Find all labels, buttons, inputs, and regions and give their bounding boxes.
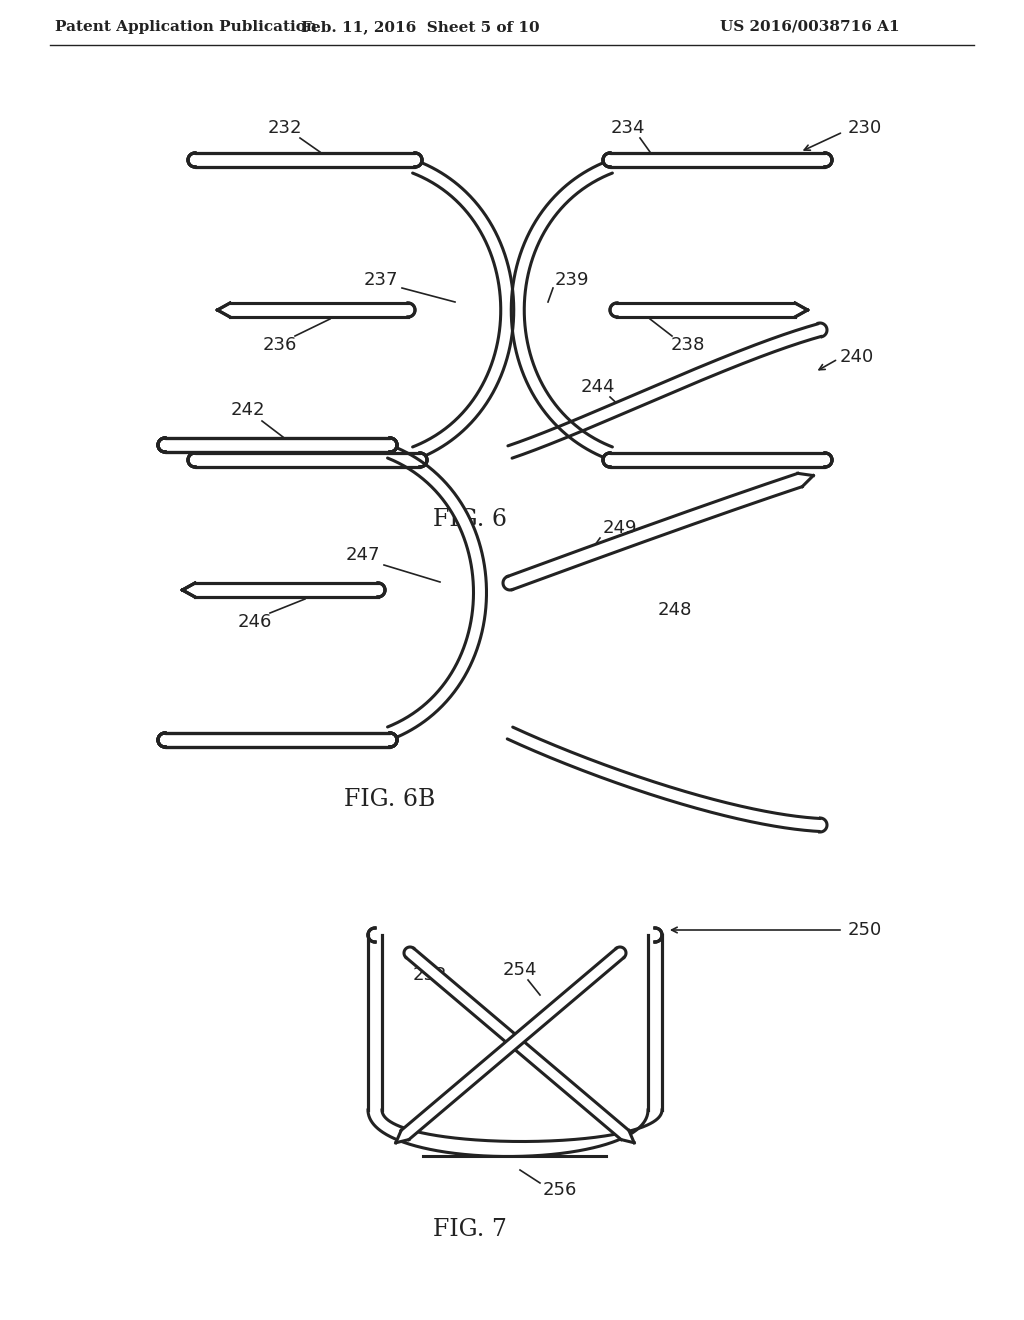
Polygon shape [508, 474, 802, 590]
Polygon shape [387, 446, 486, 739]
Polygon shape [603, 153, 831, 168]
Text: 237: 237 [364, 271, 398, 289]
Polygon shape [413, 161, 514, 459]
Polygon shape [182, 583, 378, 597]
Polygon shape [603, 453, 831, 467]
Polygon shape [368, 935, 382, 1110]
Polygon shape [158, 733, 397, 747]
Polygon shape [158, 733, 397, 747]
Text: 250: 250 [848, 921, 883, 939]
Text: Patent Application Publication: Patent Application Publication [55, 20, 317, 34]
Text: Feb. 11, 2016  Sheet 5 of 10: Feb. 11, 2016 Sheet 5 of 10 [301, 20, 540, 34]
Polygon shape [188, 453, 427, 467]
Text: 240: 240 [840, 348, 874, 366]
Text: 236: 236 [263, 337, 297, 354]
Polygon shape [188, 153, 422, 168]
Text: FIG. 7: FIG. 7 [433, 1218, 507, 1242]
Polygon shape [158, 438, 397, 451]
Polygon shape [158, 438, 397, 451]
Polygon shape [217, 304, 408, 317]
Polygon shape [648, 935, 662, 1110]
Polygon shape [617, 304, 808, 317]
Text: 244: 244 [581, 378, 615, 396]
Text: FIG. 6: FIG. 6 [433, 508, 507, 532]
Polygon shape [617, 304, 808, 317]
Polygon shape [182, 583, 378, 597]
Polygon shape [407, 949, 634, 1143]
Text: 232: 232 [267, 119, 302, 137]
Polygon shape [507, 727, 820, 832]
Text: 254: 254 [503, 961, 538, 979]
Polygon shape [603, 453, 831, 467]
Polygon shape [158, 438, 397, 451]
Polygon shape [511, 161, 612, 459]
Polygon shape [508, 323, 821, 458]
Text: 247: 247 [345, 546, 380, 564]
Text: 238: 238 [671, 337, 706, 354]
Text: 234: 234 [610, 119, 645, 137]
Polygon shape [396, 949, 624, 1143]
Polygon shape [158, 733, 397, 747]
Text: 242: 242 [230, 401, 265, 418]
Text: FIG. 6B: FIG. 6B [344, 788, 435, 812]
Text: 249: 249 [603, 519, 638, 537]
Polygon shape [368, 1110, 662, 1156]
Polygon shape [655, 928, 662, 942]
Text: 230: 230 [848, 119, 883, 137]
Polygon shape [603, 153, 831, 168]
Text: 239: 239 [555, 271, 590, 289]
Polygon shape [217, 304, 408, 317]
Polygon shape [188, 453, 427, 467]
Polygon shape [188, 153, 422, 168]
Polygon shape [368, 928, 375, 942]
Text: 252: 252 [413, 966, 447, 983]
Polygon shape [182, 583, 378, 597]
Text: 246: 246 [238, 612, 272, 631]
Text: 248: 248 [658, 601, 692, 619]
Text: 256: 256 [543, 1181, 578, 1199]
Text: US 2016/0038716 A1: US 2016/0038716 A1 [720, 20, 900, 34]
